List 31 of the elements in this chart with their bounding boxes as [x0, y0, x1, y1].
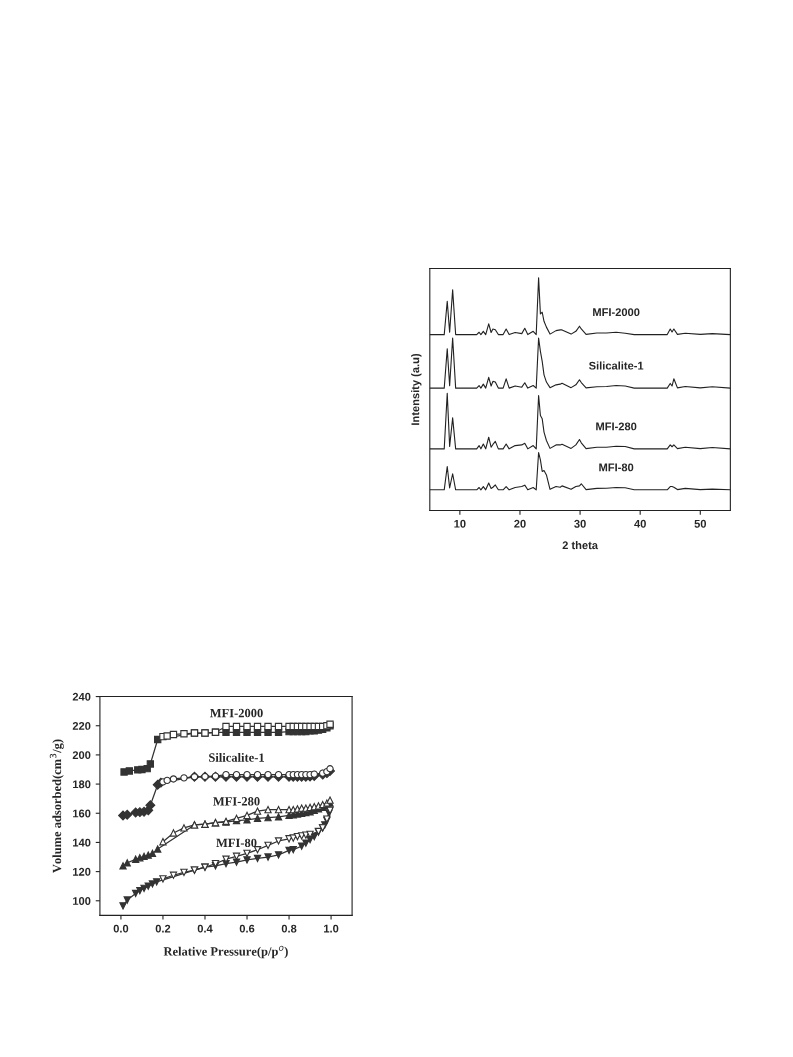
y-axis-title: Volume adsorbed(cm$^{3}$/g) — [49, 739, 64, 873]
x-tick-label: 1.0 — [324, 924, 339, 933]
y-tick-label: 120 — [73, 867, 91, 876]
x-tick-label: 0.2 — [155, 924, 171, 933]
x-tick-label: 40 — [634, 519, 646, 528]
x-tick-label: 50 — [694, 519, 707, 528]
series-label: MFI-80 — [599, 463, 634, 472]
series-label: MFI-80 — [216, 838, 257, 848]
series-label: MFI-2000 — [593, 308, 640, 317]
series-label: Silicalite-1 — [209, 752, 264, 762]
x-axis-title: 2 theta — [562, 541, 599, 550]
x-tick-label: 0.6 — [239, 924, 255, 933]
y-tick-label: 180 — [73, 780, 91, 789]
y-axis-title: Intensity (a.u) — [411, 353, 422, 425]
x-tick-label: 30 — [574, 519, 586, 528]
series-label: MFI-2000 — [209, 708, 263, 718]
x-tick-label: 0.4 — [197, 924, 213, 933]
series-label: Silicalite-1 — [588, 361, 644, 370]
series-label: MFI-280 — [213, 797, 260, 806]
x-tick-label: 0.8 — [281, 924, 297, 933]
y-tick-label: 240 — [72, 692, 91, 701]
y-tick-label: 140 — [73, 838, 91, 847]
y-tick-label: 160 — [73, 809, 91, 818]
y-tick-label: 100 — [73, 897, 91, 905]
series-label: MFI-280 — [596, 422, 637, 431]
y-tick-label: 200 — [72, 751, 91, 760]
x-tick-label: 20 — [514, 519, 526, 528]
x-tick-label: 0.0 — [113, 924, 129, 933]
x-tick-label: 10 — [454, 519, 466, 528]
y-tick-label: 220 — [72, 722, 91, 730]
x-axis-title: Relative Pressure(p/p$^{o}$) — [163, 945, 288, 959]
